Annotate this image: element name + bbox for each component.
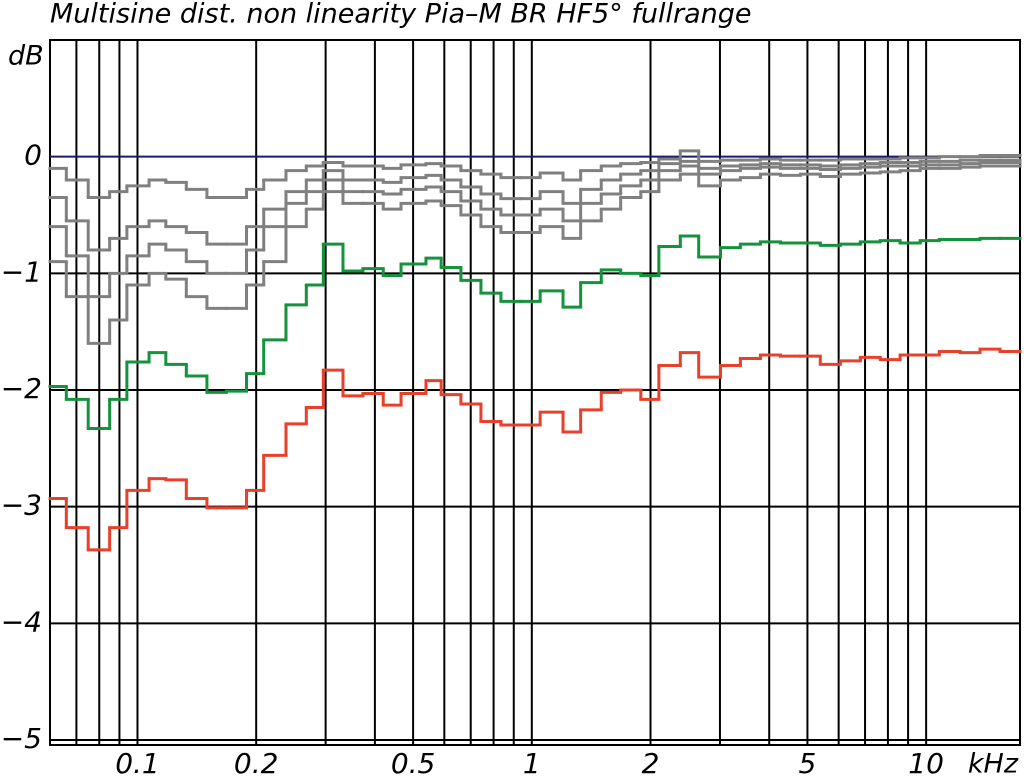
x-tick-label: 1 — [523, 747, 541, 778]
y-tick-label: −5 — [1, 722, 42, 755]
y-tick-label: 0 — [24, 139, 42, 172]
y-tick-label: −3 — [1, 489, 42, 522]
x-tick-label: 0.2 — [234, 747, 279, 778]
plot-frame — [49, 39, 1021, 746]
y-tick-label: −4 — [1, 605, 42, 638]
x-tick-label: 10 — [908, 747, 944, 778]
y-axis-unit: dB — [8, 41, 44, 72]
x-tick-label: 5 — [799, 747, 817, 778]
y-tick-label: −2 — [1, 372, 42, 405]
x-tick-label: 2 — [642, 747, 660, 778]
chart-title: Multisine dist. non linearity Pia–M BR H… — [50, 0, 751, 30]
x-tick-label: 0.1 — [115, 747, 160, 778]
y-tick-label: −1 — [1, 255, 42, 288]
x-axis-unit: kHz — [968, 749, 1019, 778]
x-tick-label: 0.5 — [391, 747, 436, 778]
